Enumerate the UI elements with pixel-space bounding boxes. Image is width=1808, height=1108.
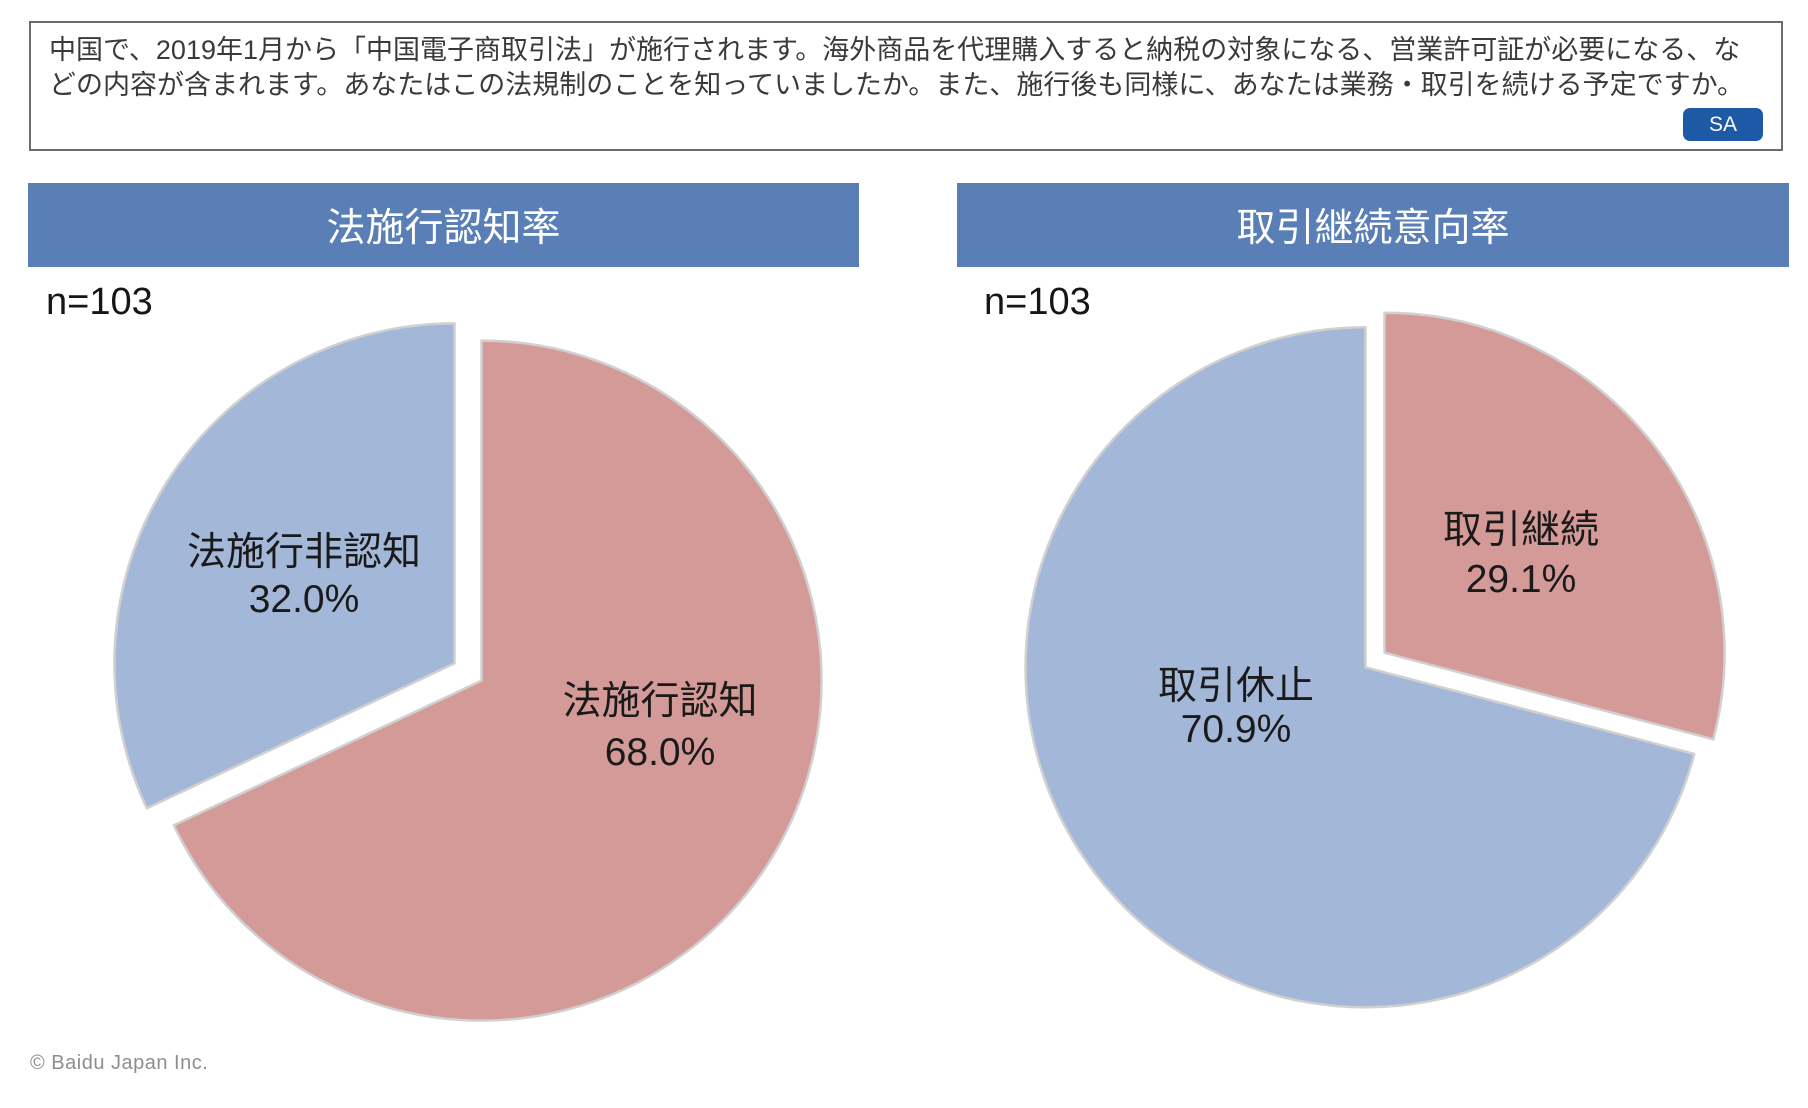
sample-size-left: n=103 bbox=[46, 281, 153, 323]
pie-slice-1-1 bbox=[1024, 326, 1696, 1009]
pie-slice-0-0 bbox=[172, 339, 823, 1022]
question-text: 中国で、2019年1月から「中国電子商取引法」が施行されます。海外商品を代理購入… bbox=[49, 35, 1745, 100]
slice-pct: 70.9% bbox=[1181, 708, 1292, 751]
slice-label: 法施行認知 bbox=[562, 680, 757, 723]
slice-label: 法施行非認知 bbox=[187, 531, 421, 574]
slice-label: 取引継続 bbox=[1443, 509, 1599, 552]
pie-law-awareness: 法施行認知 68.0% 法施行非認知 32.0% bbox=[113, 322, 823, 1022]
question-type-badge: SA bbox=[1683, 108, 1763, 141]
slice-pct: 68.0% bbox=[605, 731, 716, 774]
slice-label: 取引休止 bbox=[1158, 665, 1314, 708]
slice-pct: 32.0% bbox=[249, 578, 360, 621]
pie-transaction-intent: 取引継続 29.1% 取引休止 70.9% bbox=[1024, 311, 1726, 1009]
pie-slice-0-1 bbox=[113, 322, 456, 810]
slice-pct: 29.1% bbox=[1466, 558, 1577, 601]
question-box: 中国で、2019年1月から「中国電子商取引法」が施行されます。海外商品を代理購入… bbox=[29, 21, 1783, 151]
chart-title-law-awareness: 法施行認知率 bbox=[28, 183, 859, 267]
copyright-text: © Baidu Japan Inc. bbox=[30, 1052, 209, 1074]
sample-size-right: n=103 bbox=[984, 281, 1091, 323]
chart-title-transaction-intent: 取引継続意向率 bbox=[957, 183, 1789, 267]
pie-slice-1-0 bbox=[1383, 311, 1726, 741]
